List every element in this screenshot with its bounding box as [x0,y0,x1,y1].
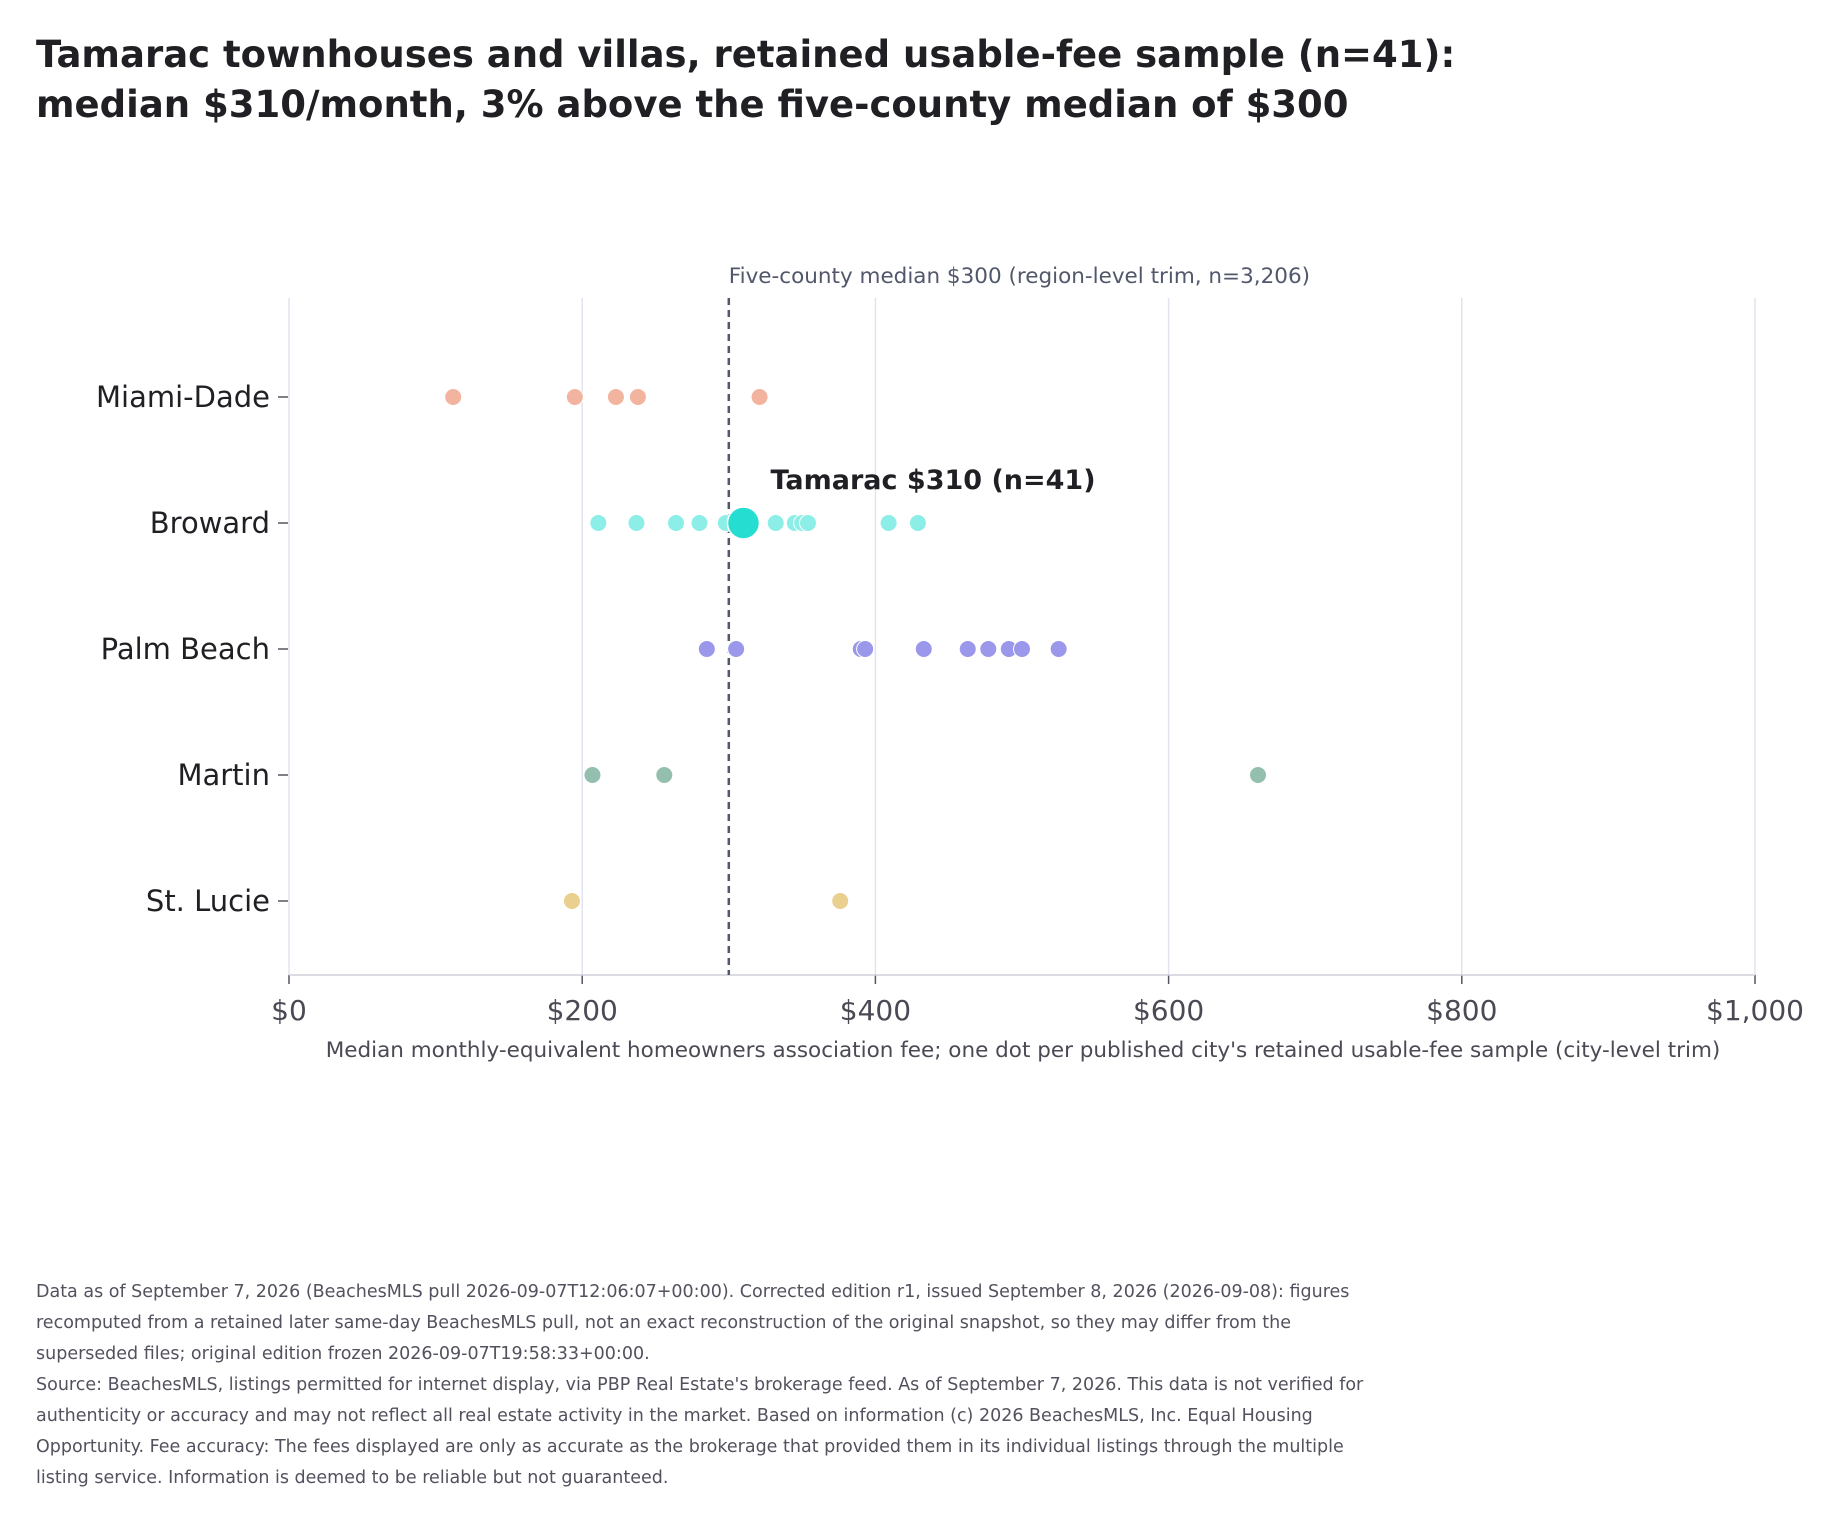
x-tick-label: $600 [1133,994,1204,1027]
edition-note: Data as of September 7, 2026 (BeachesMLS… [36,1282,1350,1364]
highlight-label: Tamarac $310 (n=41) [770,465,1095,496]
footer-notes: Data as of September 7, 2026 (BeachesMLS… [36,1277,1376,1494]
data-point [958,640,977,658]
data-point [979,640,998,658]
data-point [589,514,608,532]
data-point [856,640,875,658]
data-point [565,388,584,406]
data-point [667,514,686,532]
data-point [697,640,716,658]
x-tick-label: $400 [840,994,911,1027]
data-point [628,388,647,406]
data-point [727,640,746,658]
y-tick-label: Martin [177,758,270,792]
x-tick-label: $800 [1426,994,1497,1027]
data-point [1049,640,1068,658]
data-point [562,892,581,910]
data-point [831,892,850,910]
y-tick-label: Palm Beach [101,632,270,666]
x-axis-title: Median monthly-equivalent homeowners ass… [326,1038,1721,1063]
x-tick-label: $0 [271,994,307,1027]
chart-title: Tamarac townhouses and villas, retained … [36,30,1796,130]
data-points [444,388,1268,910]
data-point [798,514,817,532]
reference-line-group: Five-county median $300 (region-level tr… [727,264,1310,975]
dot-plot-chart: $0 $200 $400 $600 $800 $1,000 Median monthly-e… [96,264,1804,1063]
chart-title-line-1: Tamarac townhouses and villas, retained … [36,33,1456,76]
annotations: Tamarac $310 (n=41) [770,465,1095,496]
data-point [444,388,463,406]
gridlines [288,298,1756,975]
data-point [914,640,933,658]
y-tick-label: Miami-Dade [96,380,270,414]
source-note: Source: BeachesMLS, listings permitted f… [36,1375,1364,1488]
data-point [908,514,927,532]
data-point [750,388,769,406]
data-point [1013,640,1031,658]
data-point [1249,766,1268,784]
y-tick-label: St. Lucie [146,884,270,918]
data-point [583,766,602,784]
x-tick-label: $200 [547,994,618,1027]
highlight-point [726,506,761,540]
data-point [690,514,709,532]
chart-title-line-2: median $310/month, 3% above the five-cou… [36,83,1349,126]
y-tick-label: Broward [150,506,270,540]
x-tick-label: $1,000 [1706,994,1804,1027]
data-point [766,514,785,532]
data-point [627,514,646,532]
axes: $0 $200 $400 $600 $800 $1,000 Median monthly-e… [96,380,1804,1063]
reference-line-label: Five-county median $300 (region-level tr… [729,264,1310,289]
data-point [879,514,898,532]
data-point [606,388,625,406]
data-point [655,766,674,784]
